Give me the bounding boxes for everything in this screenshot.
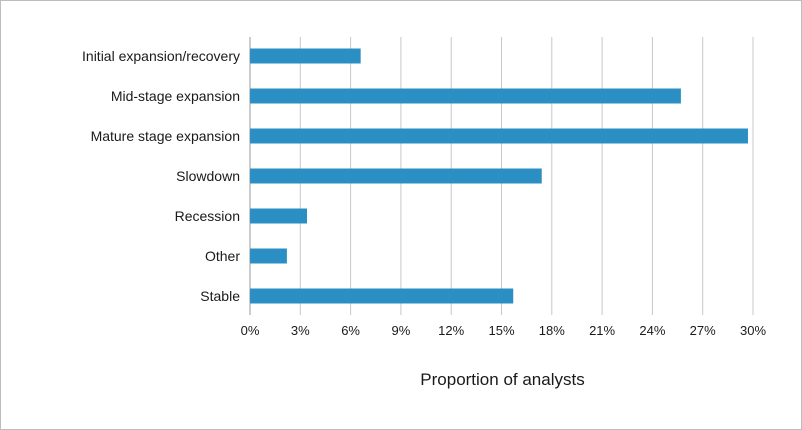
x-tick-label: 12% <box>438 323 464 338</box>
category-label: Stable <box>200 288 240 304</box>
x-tick-label: 21% <box>589 323 615 338</box>
bar <box>250 128 748 144</box>
bar <box>250 288 514 304</box>
bar <box>250 88 681 104</box>
x-tick-labels: 0% 3% 6% 9% 12% 15% 18% 21% 24% 27% 30% <box>241 323 767 338</box>
x-tick-label: 30% <box>740 323 766 338</box>
x-tick-label: 0% <box>241 323 260 338</box>
category-label: Other <box>205 248 240 264</box>
category-label: Mature stage expansion <box>91 128 240 144</box>
category-label: Mid-stage expansion <box>111 88 240 104</box>
x-tick-label: 18% <box>539 323 565 338</box>
x-tick-label: 15% <box>488 323 514 338</box>
category-labels: Initial expansion/recovery Mid-stage expa… <box>82 48 240 304</box>
bars <box>250 48 748 304</box>
bar <box>250 168 542 184</box>
category-label: Initial expansion/recovery <box>82 48 240 64</box>
x-tick-label: 24% <box>639 323 665 338</box>
bar <box>250 248 287 264</box>
x-tick-label: 3% <box>291 323 310 338</box>
bar <box>250 208 308 224</box>
x-tick-label: 6% <box>341 323 360 338</box>
bar <box>250 48 361 64</box>
category-label: Recession <box>175 208 240 224</box>
category-label: Slowdown <box>176 168 240 184</box>
x-axis-title: Proportion of analysts <box>420 370 584 389</box>
x-tick-label: 27% <box>690 323 716 338</box>
x-tick-label: 9% <box>392 323 411 338</box>
